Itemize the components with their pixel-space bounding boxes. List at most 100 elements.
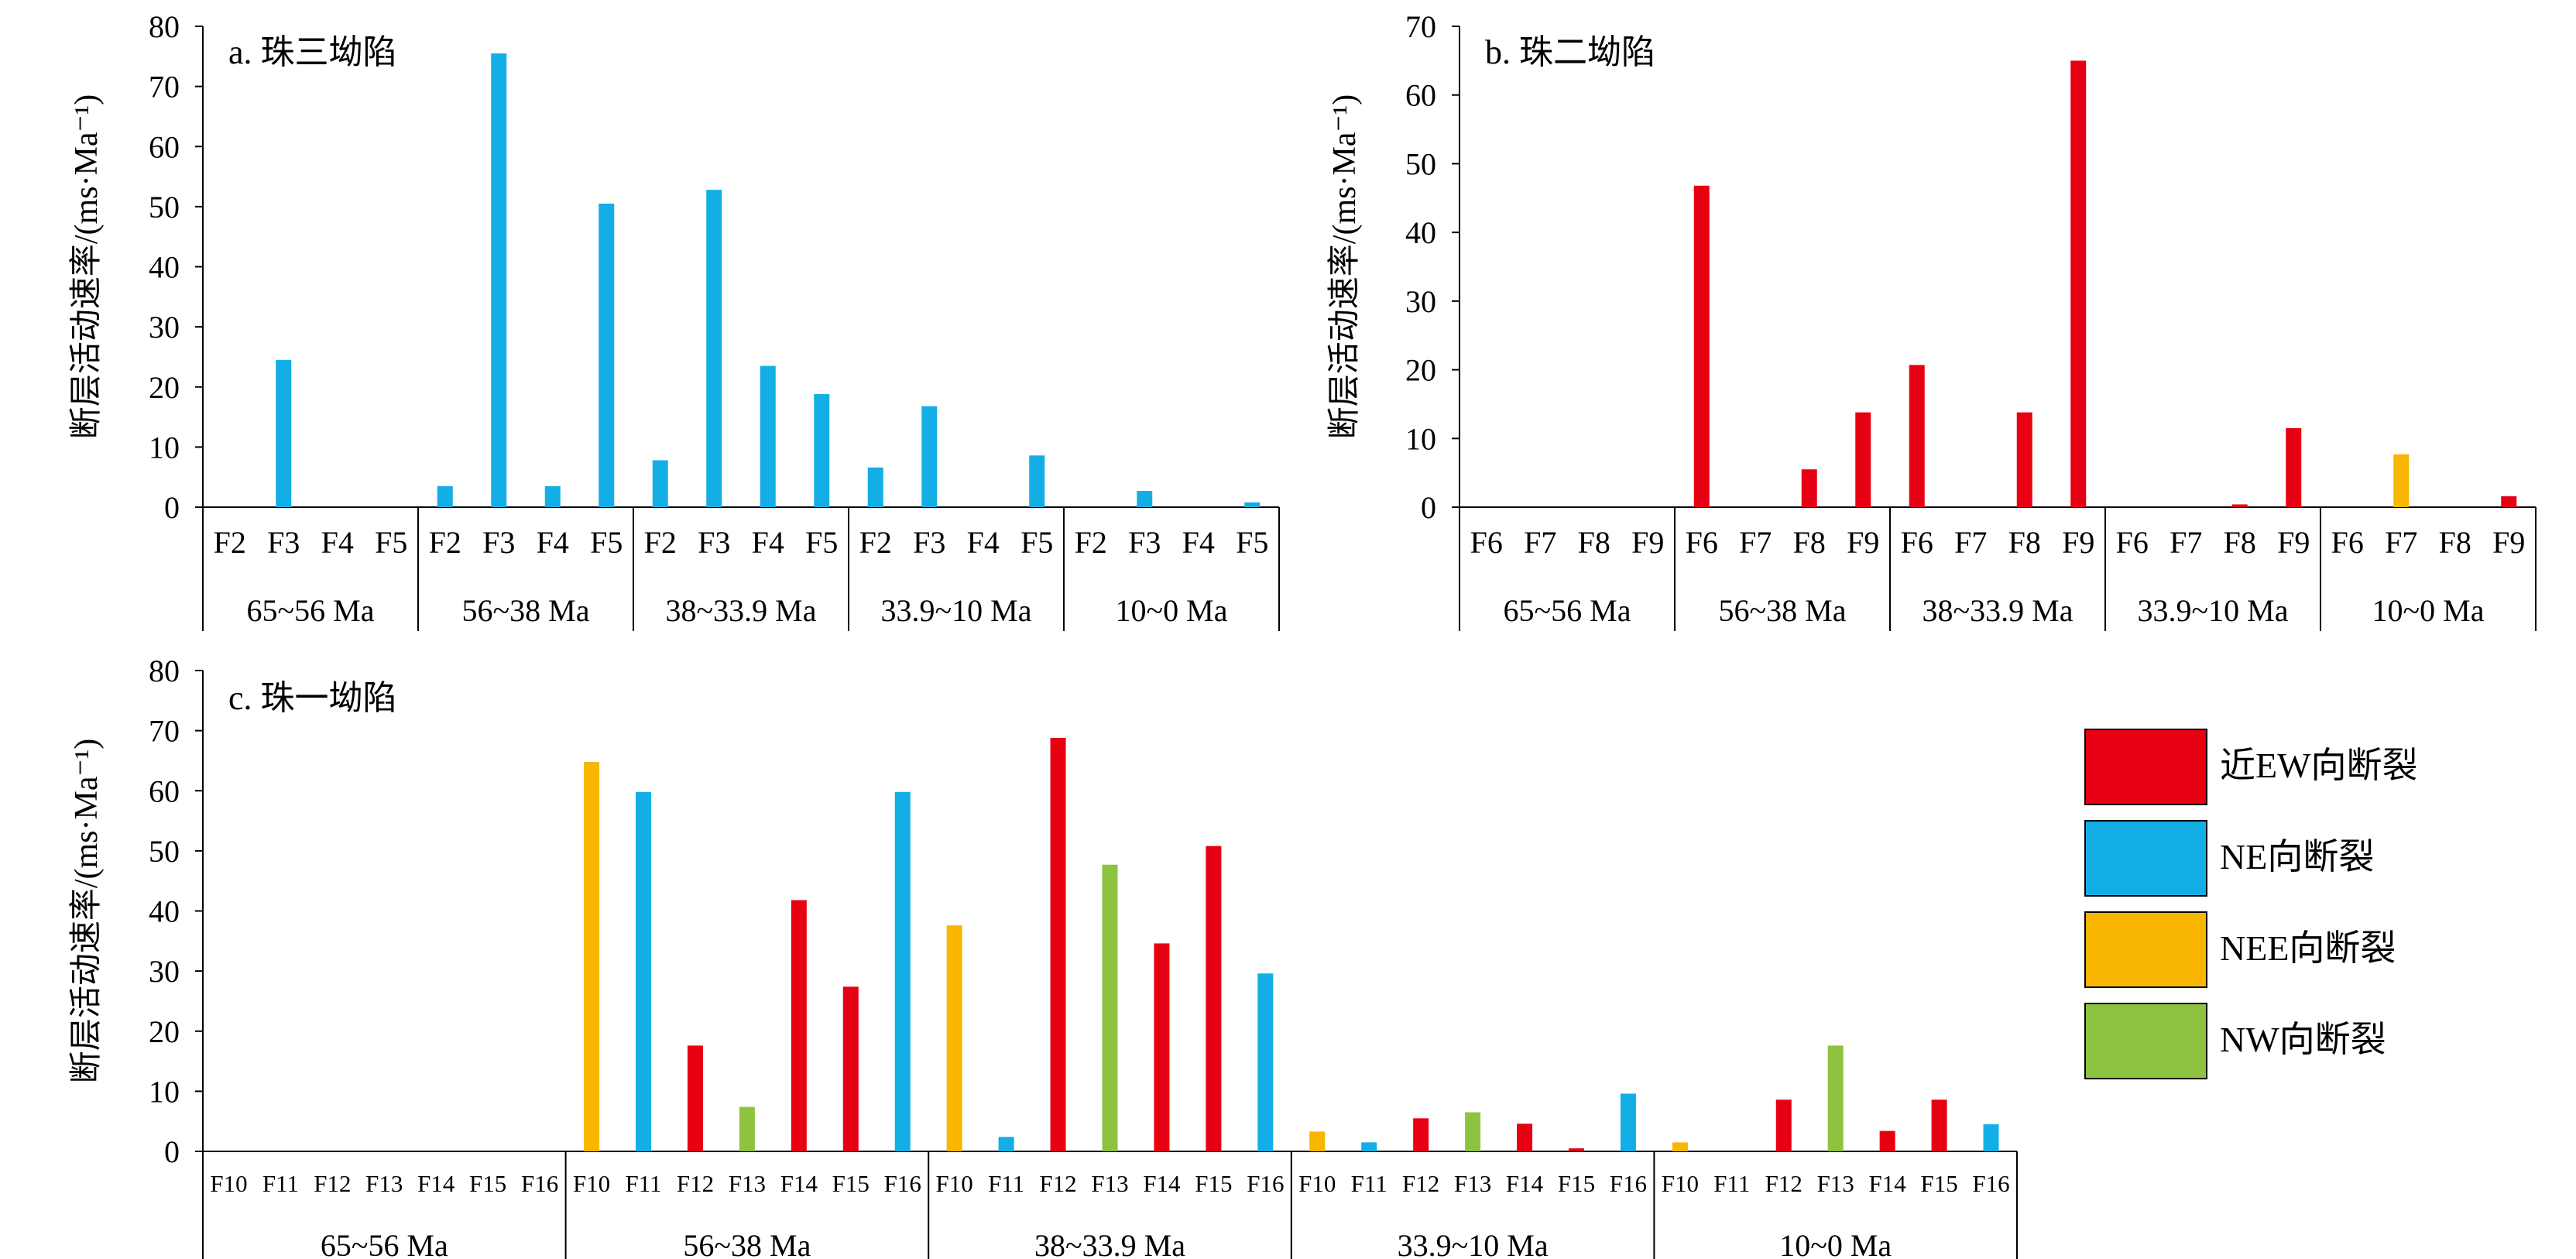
fault-label: F8 <box>1578 525 1610 560</box>
fault-label: F6 <box>2331 525 2364 560</box>
panel-c-zhuyi-depression: 0 10 20 30 40 50 60 70 80 断层活动速率/(ms·Ma⁻¹) c. 珠一坳陷… <box>68 654 2018 1259</box>
bar-F12 <box>687 1045 703 1151</box>
bar-F8 <box>1801 469 1817 507</box>
y-tick-label: 80 <box>149 654 180 688</box>
fault-label: F12 <box>1039 1170 1076 1197</box>
legend-label: 近EW向断裂 <box>2220 746 2418 785</box>
y-tick-label: 10 <box>149 430 180 465</box>
period-label: 33.9~10 Ma <box>2138 593 2289 628</box>
fault-label: F9 <box>2277 525 2310 560</box>
bar-F13 <box>1465 1112 1481 1151</box>
bar-F5 <box>1029 455 1045 507</box>
y-tick-label: 20 <box>1405 353 1436 388</box>
legend-swatch-nee <box>2084 911 2207 988</box>
y-tick-label: 70 <box>149 714 180 749</box>
bar-F7 <box>2393 454 2410 507</box>
fault-label: F2 <box>214 525 246 560</box>
fault-label: F10 <box>573 1170 610 1197</box>
fault-label: F7 <box>2170 525 2202 560</box>
y-tick-label: 10 <box>1405 421 1436 456</box>
fault-label: F6 <box>2116 525 2149 560</box>
bar-F5 <box>599 203 615 507</box>
panel-title: c. 珠一坳陷 <box>228 679 397 717</box>
fault-label: F4 <box>321 525 354 560</box>
bar-F11 <box>998 1137 1014 1151</box>
fault-label: F3 <box>913 525 945 560</box>
bar-F13 <box>1827 1045 1844 1151</box>
bar-F13 <box>1102 864 1118 1151</box>
y-tick-label: 60 <box>149 129 180 164</box>
bar-F9 <box>1855 412 1871 507</box>
fault-label: F2 <box>644 525 677 560</box>
fault-label: F8 <box>2224 525 2256 560</box>
fault-label: F11 <box>1351 1170 1387 1197</box>
period-label: 33.9~10 Ma <box>881 593 1032 628</box>
fault-label: F10 <box>210 1170 247 1197</box>
y-tick-label: 0 <box>164 1134 180 1169</box>
bar-F10 <box>1672 1142 1688 1151</box>
fault-label: F12 <box>1402 1170 1439 1197</box>
bar-F8 <box>2016 412 2032 507</box>
legend-swatch-near_ew <box>2084 729 2207 805</box>
fault-label: F15 <box>1558 1170 1595 1197</box>
fault-label: F9 <box>2492 525 2525 560</box>
fault-label: F12 <box>314 1170 351 1197</box>
fault-label: F11 <box>262 1170 299 1197</box>
fault-label: F4 <box>967 525 1000 560</box>
bar-F9 <box>2286 427 2302 507</box>
fault-label: F6 <box>1686 525 1718 560</box>
bar-F15 <box>1206 846 1222 1151</box>
y-tick-label: 70 <box>149 70 180 105</box>
fault-label: F9 <box>1631 525 1664 560</box>
bar-F8 <box>2231 504 2248 507</box>
fault-label: F14 <box>1143 1170 1181 1197</box>
period-label: 65~56 Ma <box>321 1228 448 1259</box>
period-label: 33.9~10 Ma <box>1398 1228 1549 1259</box>
bar-F2 <box>437 485 453 507</box>
bar-F3 <box>1137 491 1153 507</box>
bar-F11 <box>1361 1142 1377 1151</box>
bar-F9 <box>2070 60 2087 508</box>
fault-label: F5 <box>805 525 838 560</box>
bar-F10 <box>946 925 962 1151</box>
fault-label: F2 <box>1075 525 1107 560</box>
fault-label: F4 <box>537 525 569 560</box>
fault-label: F15 <box>1195 1170 1232 1197</box>
y-tick-label: 20 <box>149 370 180 405</box>
legend: 近EW向断裂 NE向断裂 NEE向断裂 NW向断裂 <box>2084 729 2418 1079</box>
y-tick-label: 0 <box>1421 490 1436 525</box>
bar-F12 <box>1775 1099 1792 1151</box>
bar-F5 <box>1244 502 1261 507</box>
legend-label: NW向断裂 <box>2220 1020 2386 1059</box>
fault-label: F3 <box>482 525 515 560</box>
period-label: 56~38 Ma <box>1719 593 1847 628</box>
fault-label: F3 <box>1128 525 1161 560</box>
y-axis-title: 断层活动速率/(ms·Ma⁻¹) <box>68 94 105 439</box>
fault-label: F5 <box>375 525 407 560</box>
period-label: 56~38 Ma <box>683 1228 811 1259</box>
bar-F16 <box>1983 1124 1999 1151</box>
fault-label: F13 <box>1817 1170 1854 1197</box>
fault-label: F14 <box>780 1170 818 1197</box>
fault-label: F15 <box>832 1170 870 1197</box>
fault-label: F6 <box>1470 525 1503 560</box>
y-tick-label: 30 <box>1405 284 1436 319</box>
fault-label: F5 <box>1020 525 1053 560</box>
fault-label: F6 <box>1901 525 1933 560</box>
period-label: 65~56 Ma <box>1504 593 1631 628</box>
bar-F4 <box>544 485 561 507</box>
y-tick-label: 50 <box>1405 146 1436 181</box>
fault-label: F13 <box>365 1170 403 1197</box>
fault-label: F5 <box>1236 525 1268 560</box>
bar-F2 <box>867 467 883 507</box>
fault-label: F14 <box>417 1170 455 1197</box>
legend-label: NE向断裂 <box>2220 837 2374 876</box>
bar-F10 <box>1309 1131 1326 1151</box>
fault-label: F7 <box>1524 525 1556 560</box>
fault-label: F16 <box>521 1170 558 1197</box>
legend-swatch-ne <box>2084 820 2207 897</box>
fault-label: F2 <box>429 525 461 560</box>
bar-F3 <box>921 406 938 507</box>
fault-label: F3 <box>267 525 300 560</box>
